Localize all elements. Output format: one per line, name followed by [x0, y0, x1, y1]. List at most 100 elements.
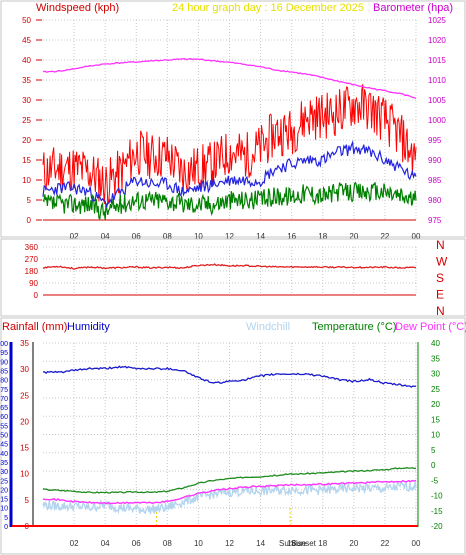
humidity-tick-label: 25 [20, 391, 29, 400]
temperature-humidity-panel: Rainfall (mm) Humidity Windchill Tempera… [0, 317, 466, 555]
compass-label: E [436, 288, 444, 302]
temp-x-tick-label: 18 [318, 539, 327, 548]
temp-x-tick-label: 22 [380, 539, 389, 548]
windspeed-tick-label: 50 [22, 16, 31, 25]
barometer-axis-label: Barometer (hpa) [373, 2, 453, 14]
rain-tick-label: 40 [0, 451, 8, 458]
direction-panel-grid [43, 246, 417, 296]
dewpoint-line [42, 479, 417, 505]
rain-tick-label: 30 [0, 469, 8, 476]
temperature-tick-label: 25 [431, 385, 440, 394]
windspeed-y-ticks: 0 5 10 15 20 25 30 35 40 45 50 [22, 16, 42, 225]
temperature-tick-label: 10 [431, 431, 440, 440]
temp-x-tick-label: 04 [101, 539, 110, 548]
temperature-axis-label: Temperature (°C) [312, 321, 396, 333]
wind-direction-line [42, 263, 416, 270]
humidity-tick-label: 20 [20, 417, 29, 426]
temperature-tick-label: -15 [431, 507, 443, 516]
rain-tick-label: 0 [4, 524, 8, 531]
rain-tick-label: 100 [0, 341, 8, 348]
compass-label: N [436, 304, 445, 318]
rain-tick-label: 90 [0, 359, 8, 366]
wind-series [42, 57, 417, 220]
direction-degree-label: 90 [29, 279, 38, 288]
temp-panel-border [0, 317, 466, 555]
temp-x-tick-label: 00 [412, 539, 421, 548]
humidity-tick-label: 5 [25, 496, 30, 505]
temperature-series [12, 365, 418, 527]
temperature-tick-label: 40 [431, 339, 440, 348]
lull-line [42, 181, 417, 220]
rain-tick-label: 50 [0, 433, 8, 440]
barometer-tick-label: 980 [428, 196, 442, 205]
rain-tick-label: 85 [0, 368, 8, 375]
temp-x-tick-label: 20 [349, 539, 358, 548]
direction-panel-border [0, 238, 466, 317]
wind-x-tick-label: 18 [318, 232, 327, 241]
wind-x-tick-label: 02 [70, 232, 79, 241]
humidity-tick-label: 35 [20, 339, 29, 348]
barometer-line [42, 57, 417, 99]
barometer-tick-label: 1025 [428, 16, 446, 25]
wind-x-tick-label: 00 [412, 232, 421, 241]
wind-x-tick-label: 08 [163, 232, 172, 241]
temperature-y-ticks: -20 -15 -10 -5 0 5 10 15 20 25 30 35 40 [431, 339, 443, 531]
compass-label: S [436, 271, 444, 285]
wind-x-tick-label: 22 [380, 232, 389, 241]
temperature-tick-label: -10 [431, 492, 443, 501]
rain-tick-label: 15 [0, 497, 8, 504]
temperature-tick-label: 0 [431, 461, 436, 470]
windchill-label: Windchill [246, 321, 290, 333]
wind-barometer-panel: Windspeed (kph) 24 hour graph day : 16 D… [0, 0, 466, 241]
temp-x-tick-label: 08 [163, 539, 172, 548]
barometer-tick-label: 995 [428, 136, 442, 145]
rain-tick-label: 75 [0, 387, 8, 394]
direction-series [42, 263, 416, 270]
rain-tick-label: 45 [0, 442, 8, 449]
temperature-tick-label: -20 [431, 522, 443, 531]
average-wind-line [42, 140, 417, 208]
direction-degree-ticks: 360 270 180 90 0 [25, 243, 39, 300]
barometer-tick-label: 985 [428, 176, 442, 185]
windspeed-tick-label: 0 [27, 216, 32, 225]
humidity-tick-label: 15 [20, 444, 29, 453]
temp-x-tick-label: 02 [70, 539, 79, 548]
rain-tick-label: 35 [0, 460, 8, 467]
barometer-tick-label: 975 [428, 216, 442, 225]
rain-tick-label: 65 [0, 405, 8, 412]
wind-x-tick-label: 06 [132, 232, 141, 241]
wind-x-tick-label: 04 [101, 232, 110, 241]
temp-x-tick-label: 12 [225, 539, 234, 548]
windspeed-tick-label: 35 [22, 76, 31, 85]
humidity-axis-label: Humidity [67, 321, 110, 333]
rain-tick-label: 60 [0, 414, 8, 421]
rain-tick-label: 95 [0, 350, 8, 357]
temp-x-tick-label: 10 [194, 539, 203, 548]
rainfall-axis-label: Rainfall (mm) [2, 321, 67, 333]
compass-label: N [436, 238, 445, 252]
rain-tick-label: 25 [0, 478, 8, 485]
graph-title: 24 hour graph day : 16 December 2025 [172, 2, 364, 14]
windspeed-tick-label: 25 [22, 116, 31, 125]
barometer-tick-label: 1010 [428, 76, 446, 85]
sun-event-markers [155, 508, 291, 526]
wind-x-tick-label: 16 [287, 232, 296, 241]
humidity-tick-label: 10 [20, 470, 29, 479]
temperature-tick-label: -5 [431, 476, 439, 485]
rainfall-y-ticks: 0 5 10 15 20 25 30 35 40 45 50 55 60 65 70 75 80 85 90 95 10… [0, 341, 8, 531]
windspeed-axis-label: Windspeed (kph) [36, 2, 119, 14]
wind-x-tick-label: 10 [194, 232, 203, 241]
barometer-y-ticks: 975 980 985 990 995 1000 1005 1010 1015 1020 1025 [428, 16, 446, 225]
barometer-tick-label: 1000 [428, 116, 446, 125]
wind-x-tick-label: 20 [349, 232, 358, 241]
wind-x-ticks: 02 04 06 08 10 12 14 16 18 20 22 00 [70, 232, 421, 241]
direction-degree-label: 0 [34, 291, 39, 300]
barometer-tick-label: 1020 [428, 36, 446, 45]
humidity-tick-label: 30 [20, 365, 29, 374]
windspeed-tick-label: 30 [22, 96, 31, 105]
windspeed-tick-label: 5 [27, 196, 32, 205]
direction-degree-label: 360 [25, 243, 39, 252]
